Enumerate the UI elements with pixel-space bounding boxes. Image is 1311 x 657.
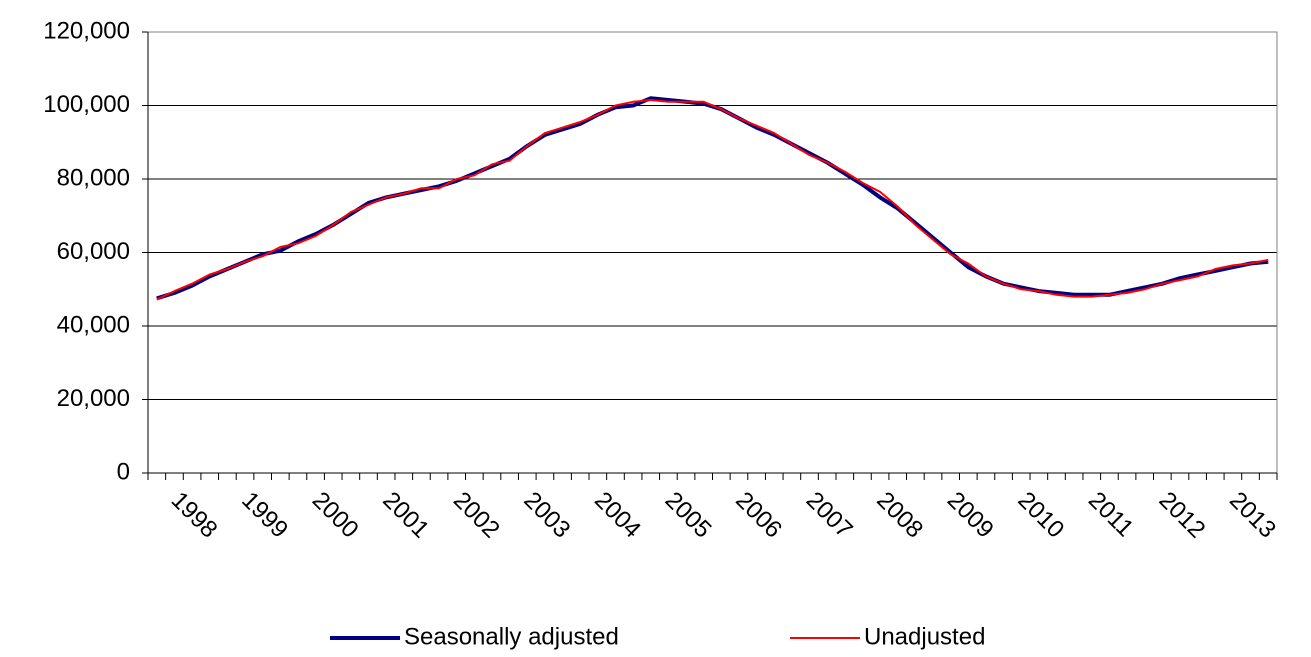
- y-tick-label: 20,000: [57, 385, 130, 412]
- y-tick-label: 100,000: [43, 91, 130, 118]
- series-line: [156, 99, 1269, 301]
- y-tick-label: 60,000: [57, 238, 130, 265]
- y-tick-label: 80,000: [57, 164, 130, 191]
- y-tick-label: 120,000: [43, 17, 130, 44]
- y-tick-label: 40,000: [57, 311, 130, 338]
- legend-label: Unadjusted: [864, 623, 985, 650]
- y-tick-label: 0: [117, 458, 130, 485]
- legend-label: Seasonally adjusted: [404, 623, 619, 650]
